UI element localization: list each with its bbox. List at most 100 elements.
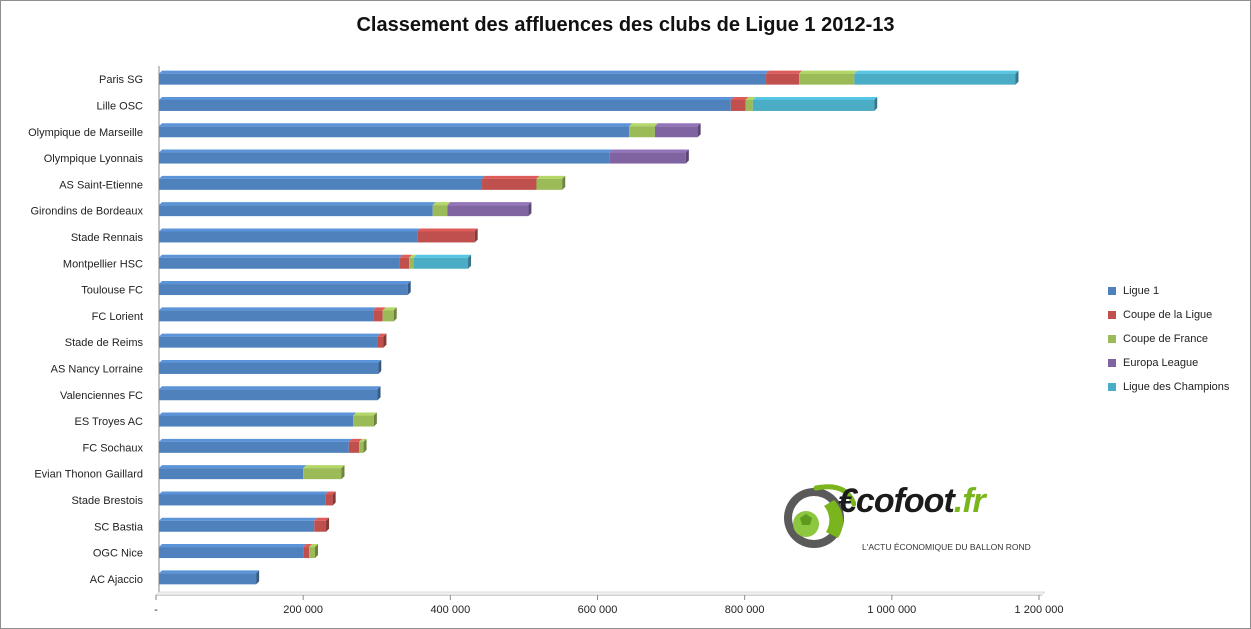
bar-segment-top: [399, 254, 413, 258]
chart-title: Classement des affluences des clubs de L…: [356, 14, 895, 36]
category-label: Olympique Lyonnais: [44, 153, 144, 165]
bar-segment-top: [159, 202, 436, 206]
legend-swatch: [1108, 311, 1116, 319]
bar-end-face: [377, 386, 381, 401]
bar-segment: [373, 310, 383, 322]
bar-segment-top: [447, 202, 532, 206]
legend-item: Coupe de la Ligue: [1108, 303, 1248, 327]
bar-segment: [359, 441, 364, 453]
bar-segment-top: [159, 570, 260, 574]
legend-label: Europa League: [1123, 357, 1199, 369]
y-axis-labels: Paris SG Lille OSC Olympique de Marseille O…: [28, 74, 144, 586]
bar-segment-top: [854, 70, 1019, 74]
bar-segment-top: [159, 123, 633, 127]
bar-end-face: [468, 254, 472, 269]
bar-end-face: [407, 281, 411, 296]
bar-segment: [609, 152, 686, 164]
ecofoot-logo: €cofoot.fr L'ACTU ÉCONOMIQUE DU BALLON R…: [776, 478, 1046, 558]
bar-segment-top: [159, 175, 486, 179]
bar-segment: [854, 73, 1016, 85]
bar-segment-top: [159, 70, 770, 74]
bar-segment-top: [730, 96, 749, 100]
bar-segment-top: [159, 96, 734, 100]
x-tick-label: 1 000 000: [867, 604, 916, 616]
bar-end-face: [332, 491, 336, 506]
bar-segment-top: [159, 149, 613, 153]
bar-segment-top: [159, 517, 318, 521]
legend-swatch: [1108, 359, 1116, 367]
bar-segment-top: [373, 307, 386, 311]
bar-end-face: [1015, 70, 1019, 85]
category-label: Stade Brestois: [71, 495, 143, 507]
bar-segment-top: [159, 491, 329, 495]
bar-segment-top: [654, 123, 701, 127]
category-label: Olympique de Marseille: [28, 127, 143, 139]
bar-segment: [348, 441, 360, 453]
bar-end-face: [363, 438, 367, 453]
legend-item: Ligue des Champions: [1108, 375, 1248, 399]
bar-segment: [159, 284, 408, 296]
x-tick-label: 800 000: [725, 604, 765, 616]
bar-end-face: [256, 570, 260, 585]
bar-segment: [159, 547, 304, 559]
bar-segment: [447, 205, 529, 217]
bar-segment-top: [353, 412, 377, 416]
bar-end-face: [874, 96, 878, 111]
bar-segment: [399, 257, 410, 269]
bar-segment-top: [159, 412, 357, 416]
bar-segment: [159, 520, 315, 532]
bar-end-face: [383, 333, 387, 348]
bar-segment: [745, 99, 753, 111]
category-label: Lille OSC: [97, 100, 144, 112]
legend-label: Ligue des Champions: [1123, 381, 1230, 393]
bar-segment: [159, 389, 378, 401]
x-axis-ticks: - 200 000 400 000 600 000 800 000 1 000 000 1 …: [154, 595, 1063, 616]
bar-segment: [654, 126, 698, 138]
bar-segment: [314, 520, 327, 532]
bar-segment-top: [314, 517, 330, 521]
ball-logo-icon: [784, 484, 856, 548]
bar-segment: [159, 73, 767, 85]
category-label: AC Ajaccio: [90, 574, 143, 586]
bar-segment: [629, 126, 655, 138]
x-tick-label: -: [154, 604, 158, 616]
bar-end-face: [326, 517, 330, 532]
bar-segment-top: [752, 96, 878, 100]
bar-segment-top: [348, 438, 363, 442]
bar-end-face: [314, 544, 318, 559]
bar-segment-top: [159, 228, 421, 232]
category-label: AS Saint-Etienne: [59, 179, 143, 191]
bar-end-face: [341, 465, 345, 480]
x-tick-label: 1 200 000: [1015, 604, 1064, 616]
bar-segment: [409, 257, 414, 269]
bar-segment: [159, 441, 349, 453]
bar-segment-top: [159, 333, 381, 337]
bar-segment: [766, 73, 800, 85]
bar-segment: [536, 178, 563, 190]
bar-segment-top: [766, 70, 803, 74]
bar-end-face: [528, 202, 532, 217]
bar-segment: [353, 415, 374, 427]
legend-swatch: [1108, 335, 1116, 343]
bar-segment-top: [409, 254, 417, 258]
category-label: Stade Rennais: [71, 232, 144, 244]
x-tick-label: 600 000: [578, 604, 618, 616]
bar-segment-top: [482, 175, 540, 179]
bar-end-face: [474, 228, 478, 243]
bar-segment-top: [159, 465, 307, 469]
bar-segment: [303, 547, 310, 559]
category-label: AS Nancy Lorraine: [51, 363, 143, 375]
bar-segment-top: [303, 544, 313, 548]
chart-legend: Ligue 1 Coupe de la Ligue Coupe de France E…: [1108, 279, 1248, 399]
bar-segment-top: [325, 491, 336, 495]
bar-segment: [159, 494, 326, 506]
x-axis-floor: [155, 591, 1046, 596]
bar-segment-top: [609, 149, 689, 153]
logo-tagline: L'ACTU ÉCONOMIQUE DU BALLON ROND: [862, 542, 1031, 552]
bar-segment-top: [309, 544, 318, 548]
bar-segment-top: [382, 307, 397, 311]
chart-bars: [159, 70, 1019, 585]
legend-item: Ligue 1: [1108, 279, 1248, 303]
legend-swatch: [1108, 383, 1116, 391]
